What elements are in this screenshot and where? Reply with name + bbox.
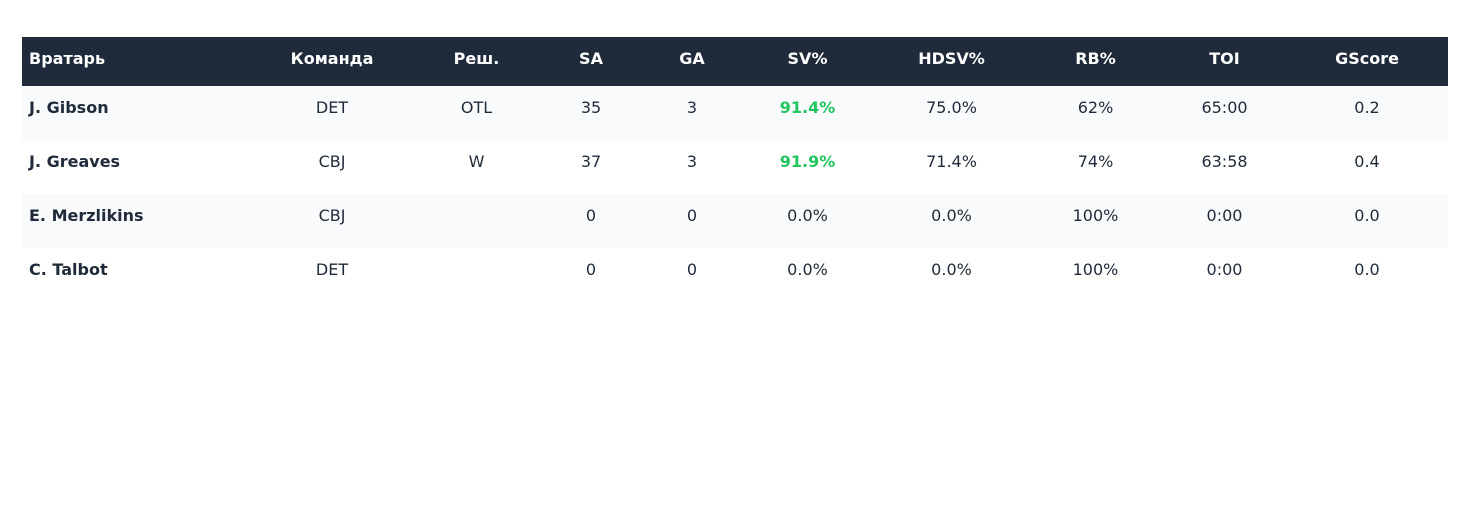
- rb-pct-cell: 62%: [1077, 98, 1114, 117]
- ga-cell: 3: [686, 152, 698, 171]
- gscore-cell: 0.0: [1354, 206, 1380, 225]
- goalie-stats-table: Вратарь Команда Реш. SA GA SV% HDSV% RB%…: [22, 37, 1448, 302]
- team-cell: CBJ: [318, 152, 346, 171]
- sa-cell: 0: [585, 206, 597, 225]
- toi-cell: 63:58: [1201, 152, 1248, 171]
- column-header-sa[interactable]: SA: [579, 49, 603, 68]
- goalie-name: J. Gibson: [29, 98, 109, 117]
- sa-cell: 37: [580, 152, 602, 171]
- team-cell: CBJ: [318, 206, 346, 225]
- column-header-hdsv-pct[interactable]: HDSV%: [918, 49, 985, 68]
- decision-cell: W: [468, 152, 485, 171]
- toi-cell: 0:00: [1206, 260, 1243, 279]
- hdsv-pct-cell: 71.4%: [926, 152, 977, 171]
- ga-cell: 0: [686, 206, 698, 225]
- goalie-stats-table-container: Вратарь Команда Реш. SA GA SV% HDSV% RB%…: [22, 37, 1448, 302]
- toi-cell: 0:00: [1206, 206, 1243, 225]
- sv-pct-cell: 0.0%: [787, 260, 828, 279]
- ga-cell: 3: [686, 98, 698, 117]
- goalie-name: J. Greaves: [29, 152, 121, 171]
- column-header-ga[interactable]: GA: [679, 49, 705, 68]
- ga-cell: 0: [686, 260, 698, 279]
- column-header-rb-pct[interactable]: RB%: [1075, 49, 1116, 68]
- team-cell: DET: [315, 260, 349, 279]
- team-cell: DET: [315, 98, 349, 117]
- column-header-team[interactable]: Команда: [290, 49, 374, 68]
- goalie-name: C. Talbot: [29, 260, 108, 279]
- toi-cell: 65:00: [1201, 98, 1248, 117]
- table-row: E. Merzlikins CBJ 0 0 0.0% 0.0% 100% 0:0…: [22, 194, 1448, 248]
- decision-cell: [415, 248, 538, 302]
- hdsv-pct-cell: 75.0%: [926, 98, 977, 117]
- sa-cell: 0: [585, 260, 597, 279]
- decision-cell: [415, 194, 538, 248]
- table-row: J. Greaves CBJ W 37 3 91.9% 71.4% 74% 63…: [22, 140, 1448, 194]
- table-row: J. Gibson DET OTL 35 3 91.4% 75.0% 62% 6…: [22, 86, 1448, 140]
- sa-cell: 35: [580, 98, 602, 117]
- hdsv-pct-cell: 0.0%: [931, 260, 972, 279]
- rb-pct-cell: 74%: [1077, 152, 1114, 171]
- column-header-sv-pct[interactable]: SV%: [787, 49, 828, 68]
- goalie-name: E. Merzlikins: [29, 206, 144, 225]
- gscore-cell: 0.4: [1354, 152, 1380, 171]
- column-header-toi[interactable]: TOI: [1209, 49, 1240, 68]
- rb-pct-cell: 100%: [1072, 206, 1119, 225]
- sv-pct-cell: 91.9%: [779, 152, 836, 171]
- gscore-cell: 0.0: [1354, 260, 1380, 279]
- column-header-decision[interactable]: Реш.: [453, 49, 500, 68]
- column-header-gscore[interactable]: GScore: [1335, 49, 1399, 68]
- rb-pct-cell: 100%: [1072, 260, 1119, 279]
- table-row: C. Talbot DET 0 0 0.0% 0.0% 100% 0:00 0.…: [22, 248, 1448, 302]
- decision-cell: OTL: [460, 98, 493, 117]
- table-header-row: Вратарь Команда Реш. SA GA SV% HDSV% RB%…: [22, 37, 1448, 86]
- column-header-goalie[interactable]: Вратарь: [29, 49, 106, 68]
- sv-pct-cell: 91.4%: [779, 98, 836, 117]
- gscore-cell: 0.2: [1354, 98, 1380, 117]
- hdsv-pct-cell: 0.0%: [931, 206, 972, 225]
- sv-pct-cell: 0.0%: [787, 206, 828, 225]
